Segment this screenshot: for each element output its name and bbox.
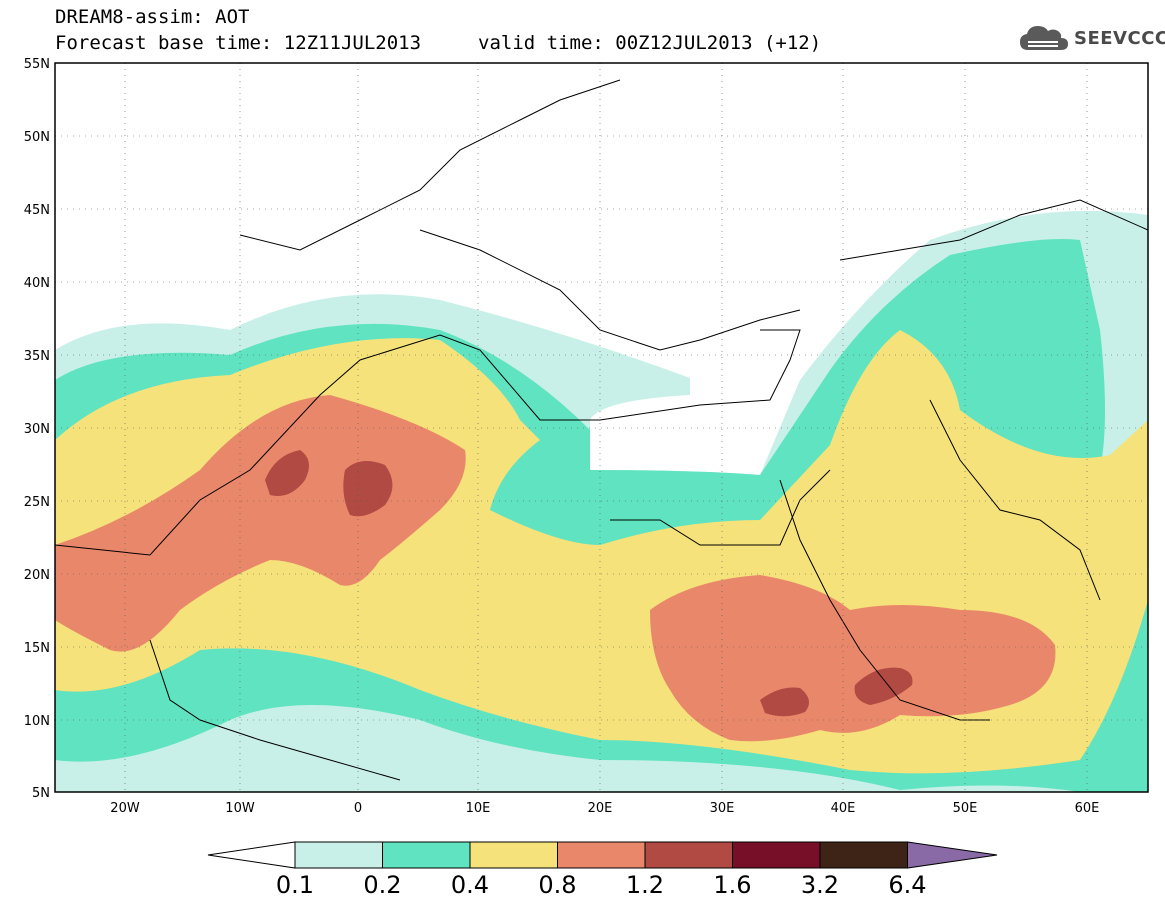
logo-text: SEEVCCC <box>1074 28 1165 49</box>
lon-tick: 60E <box>1075 801 1100 816</box>
colorbar-label: 1.2 <box>626 871 664 899</box>
lon-tick: 30E <box>710 801 735 816</box>
lon-tick: 20W <box>110 801 140 816</box>
colorbar-swatch <box>557 841 646 869</box>
lat-tick: 5N <box>32 786 50 801</box>
colorbar-label: 0.8 <box>538 871 576 899</box>
colorbar-swatch <box>382 841 471 869</box>
aot-band-1.2-core-d <box>854 667 913 705</box>
lon-tick: 50E <box>953 801 978 816</box>
aot-field <box>55 63 1148 792</box>
colorbar-label: 0.2 <box>363 871 401 899</box>
aot-band-0.8-west <box>55 395 466 652</box>
colorbar-label: 0.1 <box>276 871 314 899</box>
forecast-base-time: Forecast base time: 12Z11JUL2013 <box>55 32 422 54</box>
aot-band-1.2-core-a <box>265 450 309 496</box>
lat-tick: 40N <box>24 276 50 291</box>
colorbar-over-triangle <box>907 841 998 869</box>
lat-tick: 20N <box>24 568 50 583</box>
colorbar-under-triangle <box>207 841 296 869</box>
cloud-icon <box>1020 26 1068 50</box>
colorbar-label: 6.4 <box>888 871 926 899</box>
lon-axis: 20W 10W 0 10E 20E 30E 40E 50E 60E <box>110 801 1099 816</box>
aot-band-0.8-east <box>650 575 1056 742</box>
colorbar-swatch <box>732 841 821 869</box>
valid-time: valid time: 00Z12JUL2013 (+12) <box>478 32 822 54</box>
colorbar-swatch <box>644 841 733 869</box>
lon-tick: 10E <box>466 801 491 816</box>
colorbar-label: 0.4 <box>451 871 489 899</box>
map-title: DREAM8-assim: AOT <box>55 6 250 28</box>
lon-tick: 0 <box>354 801 362 816</box>
lat-tick: 15N <box>24 641 50 656</box>
plot-frame <box>54 62 1149 793</box>
colorbar-swatch <box>819 841 908 869</box>
colorbar-label: 3.2 <box>801 871 839 899</box>
colorbar: 0.1 0.2 0.4 0.8 1.2 1.6 3.2 6.4 <box>207 841 998 899</box>
lat-tick: 30N <box>24 422 50 437</box>
lat-tick: 25N <box>24 495 50 510</box>
coastlines <box>55 79 1148 781</box>
lat-tick: 35N <box>24 349 50 364</box>
lat-tick: 55N <box>24 57 50 72</box>
graticule <box>55 63 1148 792</box>
aot-band-1.2-core-c <box>760 687 809 717</box>
colorbar-swatch <box>469 841 558 869</box>
seevccc-logo: SEEVCCC <box>1018 22 1165 56</box>
lon-tick: 10W <box>225 801 255 816</box>
lat-tick: 10N <box>24 714 50 729</box>
lat-axis: 55N 50N 45N 40N 35N 30N 25N 20N 15N 10N … <box>24 57 50 801</box>
lat-tick: 50N <box>24 130 50 145</box>
colorbar-label: 1.6 <box>713 871 751 899</box>
aot-band-1.2-core-b <box>343 461 393 517</box>
colorbar-swatch <box>294 841 383 869</box>
lon-tick: 40E <box>831 801 856 816</box>
lat-tick: 45N <box>24 203 50 218</box>
lon-tick: 20E <box>588 801 613 816</box>
